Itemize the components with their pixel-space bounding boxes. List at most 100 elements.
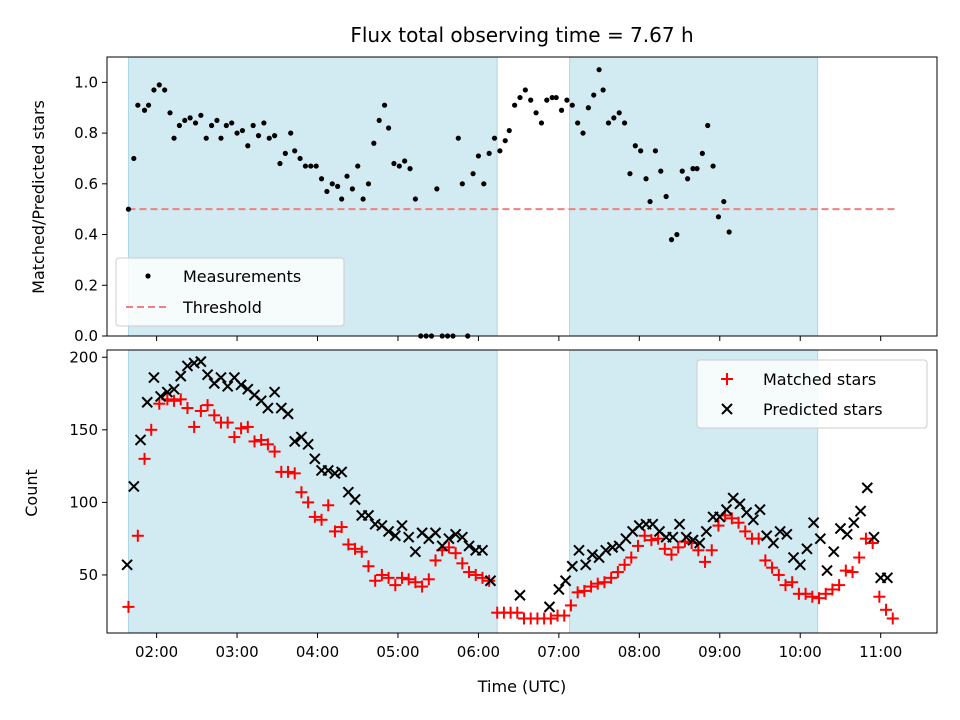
predicted-star-point xyxy=(841,528,853,541)
matched-star-point xyxy=(463,566,476,579)
matched-star-point xyxy=(625,551,638,564)
measurement-point xyxy=(297,155,303,162)
measurement-point xyxy=(533,110,539,116)
matched-star-point xyxy=(839,564,852,577)
matched-star-point xyxy=(122,600,135,613)
matched-star-point xyxy=(315,513,328,526)
predicted-star-point xyxy=(747,514,760,526)
matched-star-point xyxy=(235,422,248,435)
measurement-point xyxy=(544,97,550,103)
measurement-point xyxy=(187,115,193,121)
bottom-y-ticks: 50 100 150 200 xyxy=(69,348,107,584)
measurement-point xyxy=(621,120,628,126)
matched-star-point xyxy=(585,580,598,593)
matched-star-point xyxy=(416,580,429,593)
predicted-star-point xyxy=(443,532,455,545)
measurement-point xyxy=(699,150,705,156)
predicted-star-point xyxy=(484,575,497,587)
measurement-point xyxy=(580,130,586,136)
predicted-star-point xyxy=(680,531,692,543)
measurement-point xyxy=(491,135,498,141)
matched-star-point xyxy=(665,548,678,561)
matched-star-point xyxy=(255,433,268,446)
top-axes-frame xyxy=(106,56,938,337)
y-tick-label: 200 xyxy=(69,348,98,366)
predicted-star-point xyxy=(854,505,867,517)
matched-star-point xyxy=(544,612,557,625)
measurement-point xyxy=(668,237,675,243)
matched-star-point xyxy=(672,541,685,554)
measurement-point xyxy=(272,133,278,139)
matched-star-point xyxy=(194,404,207,417)
predicted-star-point xyxy=(221,380,234,392)
predicted-star-point xyxy=(543,601,556,613)
measurement-point xyxy=(575,120,581,126)
measurement-point xyxy=(344,173,350,179)
measurement-point xyxy=(324,188,330,195)
measurement-point xyxy=(223,122,229,129)
measurement-point xyxy=(528,97,534,103)
predicted-star-point xyxy=(456,531,469,543)
matched-star-point xyxy=(833,579,846,592)
predicted-star-point xyxy=(235,379,247,391)
measurement-point xyxy=(658,168,664,174)
matched-star-point xyxy=(886,612,899,625)
measurement-point xyxy=(564,97,570,103)
measurement-point xyxy=(208,122,215,129)
measurement-point xyxy=(131,155,137,162)
predicted-star-point xyxy=(700,525,713,538)
measurement-point xyxy=(349,186,355,192)
matched-star-point xyxy=(645,534,658,547)
predicted-star-point xyxy=(128,480,140,493)
predicted-star-point xyxy=(449,528,462,541)
predicted-star-point xyxy=(154,390,167,403)
top-panel: Flux total observing time = 7.67 h 0.00.… xyxy=(29,23,938,345)
matched-star-point xyxy=(322,499,335,512)
matched-star-point xyxy=(369,574,382,587)
matched-star-point xyxy=(308,510,321,523)
predicted-star-point xyxy=(322,464,334,477)
measurement-point xyxy=(627,171,633,177)
predicted-star-point xyxy=(559,575,572,587)
predicted-star-point xyxy=(161,386,174,398)
matched-star-point xyxy=(511,606,524,619)
predicted-star-point xyxy=(282,408,294,420)
predicted-star-point xyxy=(774,525,786,538)
predicted-star-point xyxy=(141,396,153,408)
matched-star-point xyxy=(131,529,144,542)
matched-star-point xyxy=(826,583,839,596)
matched-star-point xyxy=(759,554,772,567)
measurement-point xyxy=(475,153,482,159)
top-x-ticks xyxy=(156,336,882,341)
measurement-point xyxy=(497,148,503,154)
measurement-point xyxy=(365,181,372,187)
matched-star-point xyxy=(328,525,341,538)
measurement-point xyxy=(214,117,220,124)
measurement-point xyxy=(182,117,188,124)
measurement-point xyxy=(600,87,606,93)
measurement-point xyxy=(313,163,319,169)
legend-predicted-marker xyxy=(721,403,733,415)
measurement-point xyxy=(632,143,638,149)
predicted-star-point xyxy=(362,509,375,522)
top-data-points xyxy=(125,67,732,339)
y-tick-label: 0.6 xyxy=(74,175,98,193)
matched-star-point xyxy=(692,544,705,557)
matched-star-point xyxy=(362,560,375,573)
predicted-star-point xyxy=(801,543,813,555)
matched-star-point xyxy=(725,512,738,525)
matched-star-point xyxy=(846,566,859,579)
measurement-point xyxy=(203,135,209,141)
measurement-point xyxy=(198,112,204,118)
measurement-point xyxy=(652,148,659,154)
predicted-star-point xyxy=(402,531,415,543)
measurement-point xyxy=(145,102,152,108)
predicted-star-point xyxy=(868,531,880,543)
measurement-point xyxy=(710,163,716,169)
measurement-point xyxy=(302,163,309,169)
matched-star-point xyxy=(819,587,832,600)
matched-star-point xyxy=(409,576,422,589)
matched-star-point xyxy=(168,394,181,407)
matched-star-point xyxy=(705,544,718,557)
